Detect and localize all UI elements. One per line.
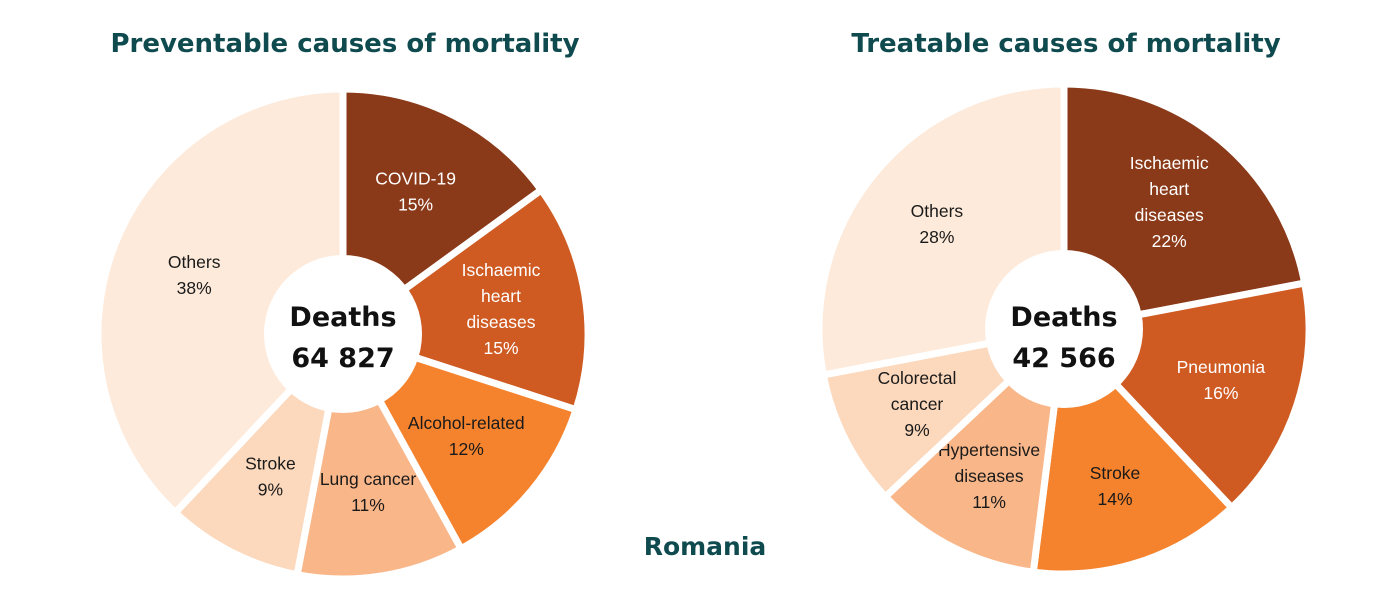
preventable-slice-stroke-value: 9% <box>258 480 283 500</box>
treatable-mortality-chart: Treatable causes of mortality Ischaemic h… <box>815 29 1313 578</box>
treatable-slice-stroke-label-line: Stroke <box>1090 463 1141 483</box>
preventable-slice-alcohol-related-value: 12% <box>449 439 484 459</box>
preventable-slice-stroke-label-line: Stroke <box>245 454 296 474</box>
preventable-slice-ischaemic-heart-diseases-label-line: heart <box>481 286 521 306</box>
treatable-slice-ischaemic-heart-diseases <box>1060 80 1309 333</box>
preventable-slice-ischaemic-heart-diseases <box>339 186 592 414</box>
preventable-slice-ischaemic-heart-diseases-label-line: Ischaemic <box>462 260 541 280</box>
treatable-chart-title: Treatable causes of mortality <box>851 29 1280 59</box>
treatable-center-hole <box>985 250 1143 408</box>
preventable-slice-lung-cancer-label-line: Lung cancer <box>320 469 416 489</box>
treatable-slice-pneumonia-label-line: Pneumonia <box>1177 357 1266 377</box>
preventable-slice-alcohol-related-label-line: Alcohol-related <box>408 413 525 433</box>
treatable-slice-others-value: 28% <box>919 227 954 247</box>
treatable-slice-colorectal-cancer-label-line: cancer <box>891 394 944 414</box>
preventable-slice-covid-19-label: COVID-19 15% <box>375 168 456 214</box>
preventable-slice-ischaemic-heart-diseases-label: Ischaemic heart diseases 15% <box>462 260 541 358</box>
preventable-slice-others <box>94 85 347 517</box>
treatable-center-value: 42 566 <box>1012 343 1115 374</box>
treatable-slice-hypertensive-diseases-value: 11% <box>972 492 1006 512</box>
preventable-slice-stroke-label: Stroke 9% <box>245 454 296 500</box>
preventable-slice-others-label-line: Others <box>168 252 221 272</box>
treatable-slice-hypertensive-diseases-label: Hypertensive diseases 11% <box>938 440 1040 512</box>
treatable-center-label: Deaths <box>1010 302 1117 333</box>
treatable-slice-ischaemic-heart-diseases-label: Ischaemic heart diseases 22% <box>1130 153 1209 251</box>
treatable-slice-ischaemic-heart-diseases-label-line: Ischaemic <box>1130 153 1209 173</box>
treatable-slice-stroke-value: 14% <box>1097 489 1132 509</box>
preventable-slice-others-value: 38% <box>177 278 212 298</box>
treatable-slice-stroke-label: Stroke 14% <box>1090 463 1141 509</box>
preventable-slice-ischaemic-heart-diseases-value: 15% <box>483 338 518 358</box>
preventable-slice-ischaemic-heart-diseases-label-line: diseases <box>466 312 535 332</box>
preventable-center-label: Deaths <box>289 302 396 333</box>
preventable-mortality-chart: Preventable causes of mortality COVID-19… <box>94 29 592 583</box>
treatable-slice-ischaemic-heart-diseases-label-line: diseases <box>1135 205 1204 225</box>
preventable-center-value: 64 827 <box>291 343 394 374</box>
treatable-slice-others-label: Others 28% <box>911 201 964 247</box>
treatable-slice-others-label-line: Others <box>911 201 964 221</box>
treatable-slice-colorectal-cancer-label: Colorectal cancer 9% <box>878 368 957 440</box>
preventable-slice-others-label: Others 38% <box>168 252 221 298</box>
treatable-slice-pneumonia-value: 16% <box>1203 383 1238 403</box>
preventable-center-hole <box>264 255 422 413</box>
preventable-slice-lung-cancer-value: 11% <box>351 495 385 515</box>
preventable-slice-alcohol-related <box>339 330 580 553</box>
treatable-slice-hypertensive-diseases-label-line: Hypertensive <box>938 440 1040 460</box>
preventable-slice-alcohol-related-label: Alcohol-related 12% <box>408 413 525 459</box>
treatable-slice-colorectal-cancer-label-line: Colorectal <box>878 368 957 388</box>
treatable-slice-ischaemic-heart-diseases-label-line: heart <box>1149 179 1189 199</box>
preventable-slice-lung-cancer-label: Lung cancer 11% <box>320 469 416 515</box>
preventable-slice-covid-19-label-line: COVID-19 <box>375 168 456 188</box>
preventable-slice-covid-19-value: 15% <box>398 194 433 214</box>
treatable-slice-colorectal-cancer-value: 9% <box>904 420 929 440</box>
preventable-chart-title: Preventable causes of mortality <box>110 29 579 59</box>
treatable-slice-hypertensive-diseases-label-line: diseases <box>955 466 1024 486</box>
treatable-slice-ischaemic-heart-diseases-value: 22% <box>1152 231 1187 251</box>
treatable-slice-pneumonia-label: Pneumonia 16% <box>1177 357 1266 403</box>
country-label: Romania <box>644 532 767 561</box>
